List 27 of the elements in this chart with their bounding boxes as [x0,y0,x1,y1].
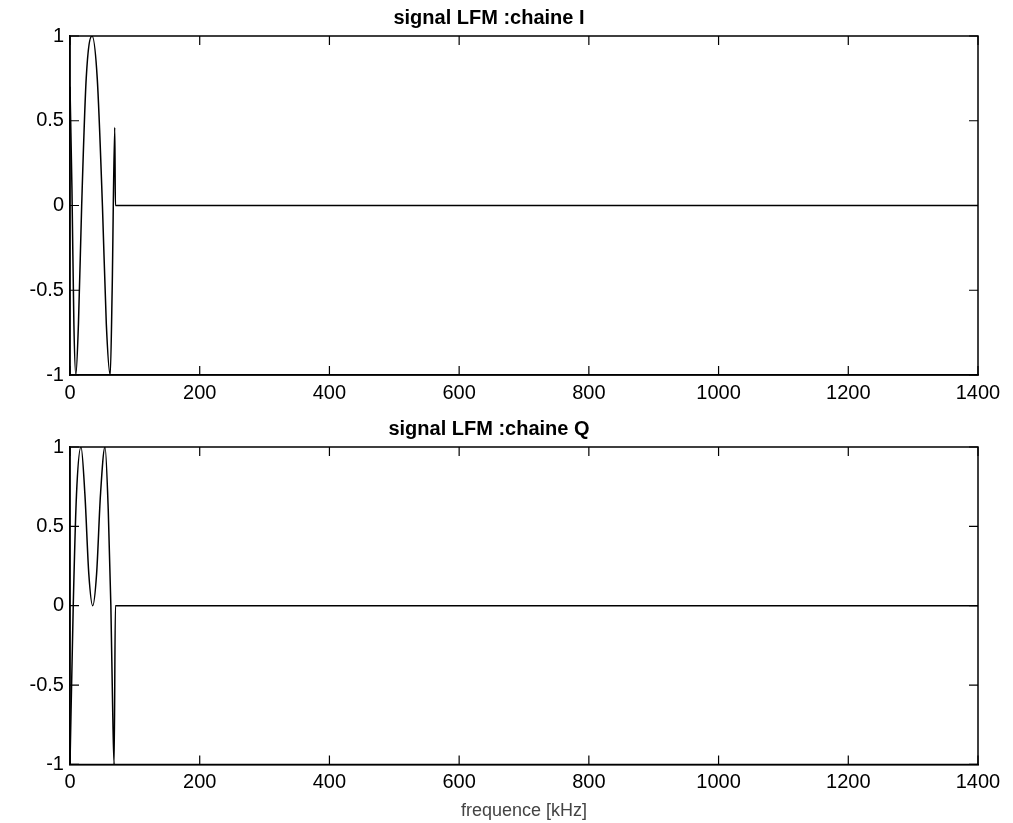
x-tick-label: 1400 [955,380,1001,403]
y-tick-label: 0 [52,193,64,216]
x-tick-label: 400 [312,380,347,403]
x-tick-label: 600 [442,380,476,403]
y-tick-label: 1 [52,434,64,457]
y-tick-label: 1 [52,23,64,46]
x-tick-label: 1000 [696,380,741,403]
x-tick-label: 1000 [696,769,741,792]
chart-title: signal LFM :chaine I [393,5,585,28]
x-tick-label: 1200 [826,769,871,792]
y-tick-label: 0.5 [36,513,64,536]
y-tick-label: -0.5 [29,277,64,300]
x-tick-label: 1200 [826,380,871,403]
y-tick-label: 0 [52,593,64,616]
x-tick-label: 400 [312,769,347,792]
x-tick-label: 800 [572,769,606,792]
x-tick-label: 1400 [955,769,1001,792]
chart-title: signal LFM :chaine Q [388,416,590,439]
y-tick-label: -0.5 [29,672,64,695]
x-tick-label: 200 [183,380,217,403]
x-tick-label: 800 [572,380,606,403]
x-tick-label: 600 [442,769,476,792]
y-tick-label: -1 [46,751,64,774]
x-axis-title: frequence [kHz] [460,800,588,821]
x-tick-label: 200 [183,769,217,792]
y-tick-label: 0.5 [36,108,64,131]
y-tick-label: -1 [46,362,64,385]
